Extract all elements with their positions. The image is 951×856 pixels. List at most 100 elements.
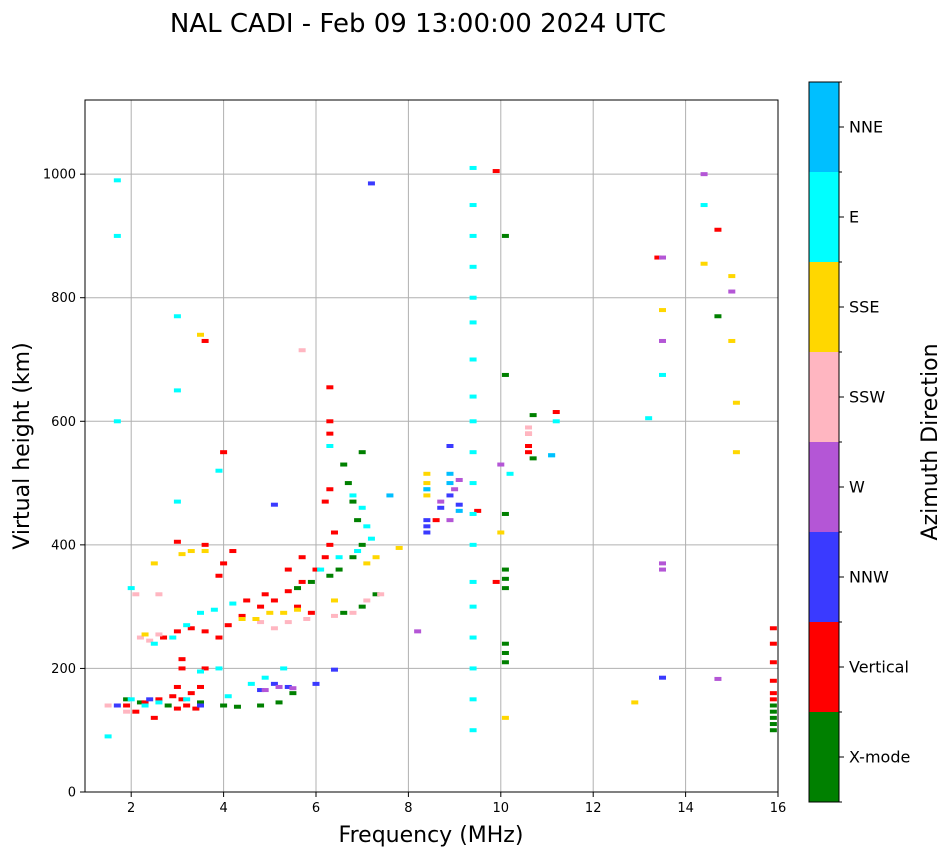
echo-point-vertical [215, 635, 223, 640]
colorbar-label: NNW [849, 568, 889, 587]
echo-point-e [127, 697, 135, 702]
echo-point-e [469, 579, 477, 584]
echo-point-x-mode [349, 555, 357, 560]
colorbar-label: SSE [849, 298, 879, 317]
echo-point-vertical [160, 635, 168, 640]
echo-point-vertical [173, 706, 181, 711]
echo-point-nnw [423, 530, 431, 535]
echo-point-w [414, 629, 422, 634]
y-tick-label: 200 [51, 662, 76, 677]
echo-point-vertical [326, 419, 334, 424]
echo-point-nnw [312, 681, 320, 686]
echo-point-sse [266, 610, 274, 615]
echo-point-x-mode [501, 650, 509, 655]
echo-point-x-mode [340, 610, 348, 615]
echo-point-nnw [284, 684, 292, 689]
y-tick-label: 600 [51, 415, 76, 430]
echo-point-ssw [155, 592, 163, 597]
echo-point-e [469, 357, 477, 362]
echo-point-vertical [132, 709, 140, 714]
echo-point-w [497, 462, 505, 467]
echo-point-x-mode [501, 233, 509, 238]
echo-point-x-mode [220, 703, 228, 708]
echo-point-ssw [270, 626, 278, 631]
echo-point-vertical [525, 444, 533, 448]
echo-point-nne [446, 481, 454, 486]
echo-point-x-mode [501, 576, 509, 581]
colorbar-swatch [809, 82, 839, 172]
y-tick-label: 1000 [43, 168, 76, 183]
echo-point-vertical [238, 613, 246, 618]
x-tick-label: 12 [585, 801, 602, 816]
echo-point-nnw [659, 675, 666, 680]
echo-point-vertical [525, 450, 533, 455]
echo-point-e [354, 549, 362, 554]
echo-point-x-mode [123, 697, 131, 702]
echo-point-sse [700, 261, 708, 266]
echo-point-e [469, 419, 477, 424]
echo-point-x-mode [307, 579, 315, 584]
echo-point-e [150, 641, 158, 646]
echo-point-vertical [220, 450, 228, 455]
echo-point-nnw [113, 703, 121, 708]
echo-point-nnw [270, 681, 278, 686]
echo-point-vertical [326, 431, 334, 436]
echo-point-vertical [307, 610, 315, 615]
echo-point-e [349, 493, 357, 498]
echo-point-vertical [326, 385, 334, 390]
echo-point-x-mode [354, 518, 362, 523]
echo-point-x-mode [501, 660, 509, 665]
echo-point-vertical [201, 338, 209, 343]
echo-point-w [659, 567, 666, 572]
echo-point-x-mode [769, 709, 777, 714]
echo-point-vertical [769, 697, 777, 702]
echo-point-ssw [146, 638, 154, 643]
echo-point-sse [187, 549, 195, 554]
echo-point-vertical [150, 715, 158, 720]
echo-point-nnw [455, 502, 463, 507]
echo-point-x-mode [289, 691, 297, 696]
echo-point-vertical [769, 678, 777, 683]
echo-point-vertical [201, 666, 209, 671]
echo-point-w [451, 487, 459, 492]
echo-point-vertical [298, 579, 306, 584]
echo-point-vertical [173, 684, 181, 689]
echo-point-nnw [330, 667, 338, 672]
echo-point-sse [395, 545, 403, 550]
echo-point-sse [363, 561, 371, 566]
echo-point-nnw [197, 703, 204, 708]
echo-point-x-mode [501, 641, 509, 646]
chart-title: NAL CADI - Feb 09 13:00:00 2024 UTC [170, 9, 666, 39]
echo-point-nne [455, 508, 463, 513]
echo-point-e [469, 203, 477, 208]
echo-point-vertical [284, 567, 292, 572]
echo-point-x-mode [501, 567, 509, 572]
echo-point-e [113, 178, 121, 183]
echo-point-ssw [525, 431, 533, 436]
echo-point-ssw [298, 348, 306, 353]
echo-point-w [437, 499, 445, 504]
echo-point-nne [423, 487, 431, 492]
echo-point-ssw [104, 703, 112, 708]
echo-point-w [659, 338, 666, 343]
echo-point-nnw [146, 697, 154, 702]
echo-point-vertical [187, 626, 195, 631]
echo-point-x-mode [501, 586, 509, 591]
echo-point-ssw [284, 620, 292, 625]
echo-point-vertical [178, 666, 186, 671]
colorbar-label: W [849, 478, 865, 497]
echo-point-x-mode [349, 499, 357, 504]
echo-point-e [183, 623, 191, 628]
echo-point-sse [732, 450, 740, 455]
echo-point-vertical [201, 629, 209, 634]
echo-point-sse [294, 607, 302, 612]
echo-point-e [469, 728, 477, 733]
echo-point-vertical [326, 542, 334, 547]
echo-point-e [155, 700, 163, 705]
colorbar-frame [808, 81, 840, 803]
echo-point-vertical [654, 255, 662, 260]
echo-point-ssw [136, 635, 144, 640]
echo-point-sse [497, 530, 505, 535]
echo-point-vertical [432, 518, 440, 523]
